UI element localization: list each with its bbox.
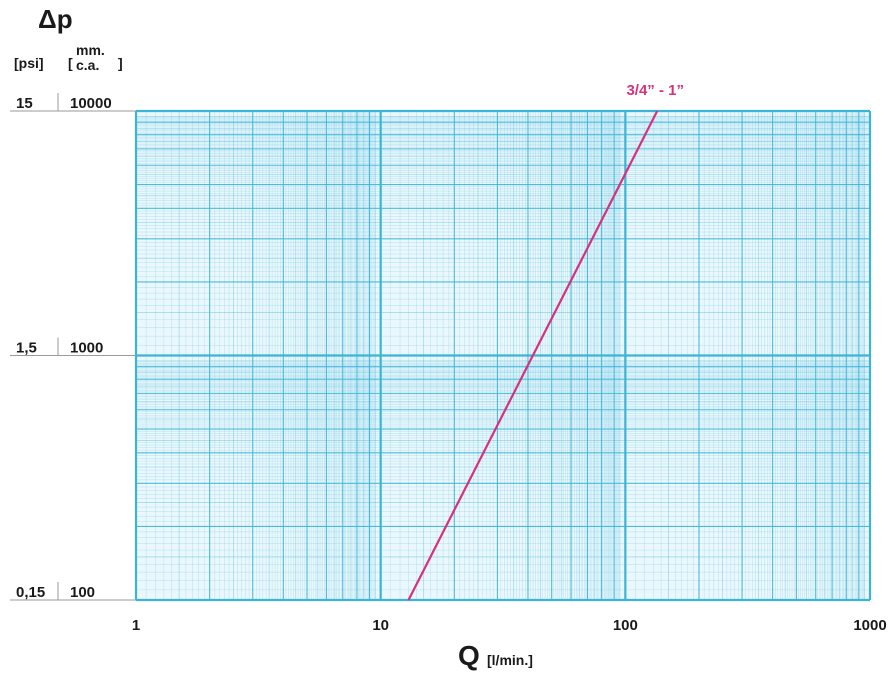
axis-labels: 15 10000 1,5 1000 0,15 100 1 10 100 1000 [10,93,887,634]
series-line [407,110,659,601]
y-tick-label-psi: 0,15 [16,584,45,601]
y-tick-label-psi: 1,5 [16,340,37,357]
x-tick-label: 10 [372,617,389,634]
y-tick-label-mm: 1000 [70,340,103,357]
x-tick-label: 1 [132,617,140,634]
y-unit-mm-bracket-close: ] [118,55,123,71]
y-tick-label-psi: 15 [16,95,33,112]
y-tick-label-mm: 100 [70,584,95,601]
x-tick-label: 1000 [853,617,886,634]
series-label: 3/4” - 1” [626,82,684,99]
y-unit-mm-line1: mm. [76,42,105,58]
y-unit-mm: [ mm. c.a. ] [68,42,123,73]
y-unit-mm-line2: c.a. [76,57,99,73]
y-unit-mm-bracket-open: [ [68,55,73,71]
grid [134,109,872,602]
x-tick-label: 100 [613,617,638,634]
y-tick-label-mm: 10000 [70,95,112,112]
x-axis-title: Q [458,640,480,671]
series-layer: 3/4” - 1” [407,82,684,601]
y-axis-title: Δp [38,4,73,34]
y-unit-psi: [psi] [14,55,44,71]
x-axis-unit: [l/min.] [487,652,533,668]
